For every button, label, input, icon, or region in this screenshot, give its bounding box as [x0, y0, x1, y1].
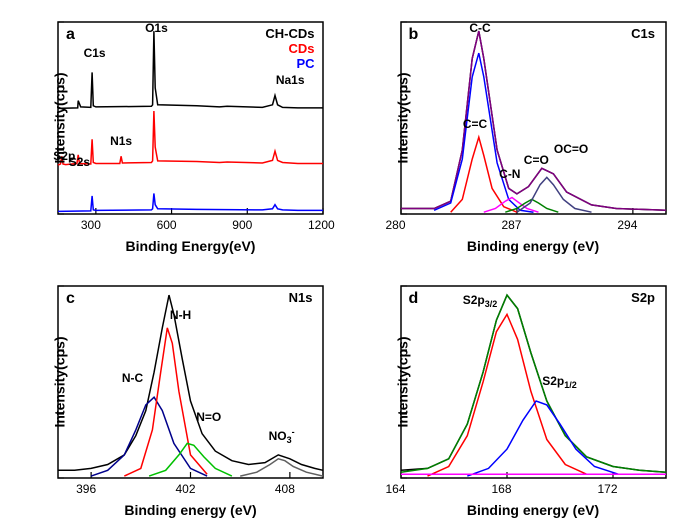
peak-label: N1s	[110, 134, 132, 148]
peak-label: N-C	[122, 371, 143, 385]
peak-label: N=O	[196, 410, 221, 424]
xtick-label: 300	[81, 218, 101, 232]
peak-label: C-N	[499, 167, 520, 181]
panel-c: 396 402 408 Binding energy (eV) Intensity(cp…	[0, 264, 343, 528]
panel-letter: c	[66, 290, 75, 308]
y-axis-label: Intensity(cps)	[394, 72, 410, 163]
xtick-label: 1200	[308, 218, 335, 232]
peak-label: NO3-	[269, 427, 295, 445]
peak-label: N-H	[170, 308, 191, 322]
legend-item: PC	[296, 56, 314, 71]
panel-a: 3006009001200Binding Energy(eV)Intensity…	[0, 0, 343, 264]
x-axis-label: Binding Energy(eV)	[126, 238, 256, 254]
panel-title: N1s	[289, 290, 313, 305]
x-axis-label: Binding energy (eV)	[467, 502, 599, 518]
peak-label: S2s	[69, 155, 90, 169]
xtick-label: 600	[157, 218, 177, 232]
xtick-label: 396	[76, 482, 96, 496]
panel-letter: d	[409, 290, 419, 308]
xtick-label: 287	[501, 218, 521, 232]
peak-label: S2p1/2	[542, 374, 577, 390]
panel-d: 164 168 172 Binding energy (eV) Intensity(cp…	[343, 264, 685, 528]
panel-title: S2p	[631, 290, 655, 305]
peak-label: OC=O	[554, 142, 588, 156]
xtick-label: 172	[598, 482, 618, 496]
x-axis-label: Binding energy (eV)	[124, 502, 256, 518]
legend-item: CDs	[288, 41, 314, 56]
y-axis-label: Intensity(cps)	[394, 336, 410, 427]
peak-label: C=C	[463, 117, 487, 131]
panel-title: C1s	[631, 26, 655, 41]
peak-label: S2p3/2	[463, 293, 498, 309]
x-axis-label: Binding energy (eV)	[467, 238, 599, 254]
xtick-label: 280	[386, 218, 406, 232]
peak-label: C=O	[524, 153, 549, 167]
legend-item: CH-CDs	[265, 26, 314, 41]
y-axis-label: Intensity(cps)	[52, 336, 68, 427]
xtick-label: 294	[617, 218, 637, 232]
xtick-label: 408	[275, 482, 295, 496]
xtick-label: 900	[232, 218, 252, 232]
panel-letter: b	[409, 26, 419, 44]
peak-label: O1s	[145, 21, 168, 35]
figure-grid: 300 600 900 1200 Binding Energy(eV) Intensity…	[0, 0, 685, 528]
xtick-label: 168	[492, 482, 512, 496]
peak-label: Na1s	[276, 73, 305, 87]
peak-label: C1s	[84, 46, 106, 60]
peak-label: C-C	[469, 21, 490, 35]
xtick-label: 402	[176, 482, 196, 496]
panel-letter: a	[66, 26, 75, 44]
xtick-label: 164	[386, 482, 406, 496]
panel-b: 280 287 294 Binding energy (eV) Intensity(cp…	[343, 0, 685, 264]
